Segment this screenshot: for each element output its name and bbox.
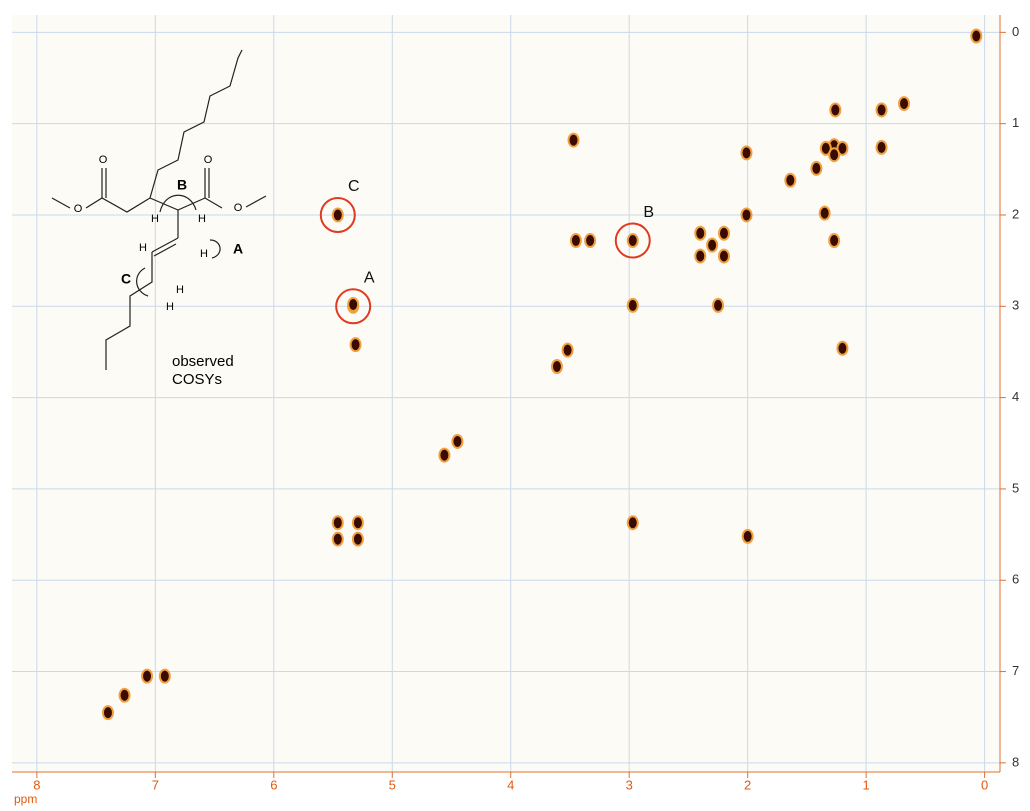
atom-label: O: [99, 154, 108, 166]
cross-peak: [347, 296, 360, 312]
structure: [51, 49, 267, 370]
cross-peak: [819, 140, 832, 156]
x-tick-label: 3: [626, 777, 633, 792]
cross-peak: [569, 233, 582, 249]
x-tick-label: 6: [270, 777, 277, 792]
grid: [12, 15, 1000, 772]
cross-peak: [141, 668, 154, 684]
annotation-circle: [335, 288, 372, 325]
coupling-label: B: [177, 177, 187, 193]
annotation-circle: [614, 222, 651, 259]
cross-peak: [118, 687, 131, 703]
cross-peak: [741, 528, 754, 544]
cross-peak: [158, 668, 171, 684]
annotation-label: C: [348, 178, 360, 195]
x-axis-label: ppm: [14, 792, 37, 806]
cross-peak: [331, 207, 344, 223]
cross-peak: [706, 237, 719, 253]
marks: [101, 28, 983, 721]
cross-peak: [584, 233, 597, 249]
atom-label: O: [234, 202, 243, 214]
plot-background: [12, 15, 1000, 772]
y-tick-label: 3: [1012, 298, 1019, 313]
cross-peak: [784, 172, 797, 188]
y-tick-label: 0: [1012, 24, 1019, 39]
atom-label: H: [166, 301, 174, 313]
cross-peak: [331, 531, 344, 547]
atom-label: H: [198, 213, 206, 225]
atom-label: H: [139, 242, 147, 254]
x-tick-label: 0: [981, 777, 988, 792]
cross-peak: [626, 297, 639, 313]
y-tick-label: 1: [1012, 115, 1019, 130]
x-tick-label: 8: [33, 777, 40, 792]
cross-peak: [818, 205, 831, 221]
cross-peak: [828, 147, 841, 163]
cross-peak: [331, 515, 344, 531]
cross-peak: [836, 340, 849, 356]
cross-peak: [898, 96, 911, 112]
atom-label: H: [200, 248, 208, 260]
cross-peak: [810, 160, 823, 176]
coupling-label: A: [233, 241, 243, 257]
y-tick-label: 6: [1012, 572, 1019, 587]
cross-peak: [351, 531, 364, 547]
cross-peak: [349, 337, 362, 353]
structure-labels: O O O O H H H H H H B A C observed COSYs: [74, 154, 243, 388]
atom-label: H: [176, 284, 184, 296]
y-tick-label: 5: [1012, 480, 1019, 495]
coupling-label: C: [121, 271, 131, 287]
caption: COSYs: [172, 371, 222, 388]
annotation-label: A: [364, 270, 375, 287]
cross-peak: [561, 342, 574, 358]
x-tick-label: 4: [507, 777, 514, 792]
cross-peak: [970, 28, 983, 44]
cross-peak: [567, 132, 580, 148]
cross-peak: [451, 433, 464, 449]
y-tick-label: 7: [1012, 663, 1019, 678]
cross-peak: [836, 140, 849, 156]
x-tick-label: 1: [863, 777, 870, 792]
annotation-circle: [319, 196, 356, 233]
cross-peak: [101, 705, 114, 721]
cross-peak: [438, 447, 451, 463]
x-tick-label: 5: [389, 777, 396, 792]
annotation-label: B: [643, 204, 654, 221]
cross-peak: [717, 248, 730, 264]
cross-peak: [351, 515, 364, 531]
x-tick-label: 7: [152, 777, 159, 792]
y-tick-label: 8: [1012, 754, 1019, 769]
cross-peak: [626, 233, 639, 249]
cross-peak: [875, 139, 888, 155]
cross-peak: [712, 297, 725, 313]
cross-peak: [740, 145, 753, 161]
cross-peak: [717, 225, 730, 241]
y-tick-label: 2: [1012, 206, 1019, 221]
cross-peak: [626, 515, 639, 531]
cross-peak: [550, 359, 563, 375]
cross-peak: [875, 102, 888, 118]
atom-label: O: [74, 203, 83, 215]
caption: observed: [172, 353, 234, 370]
cross-peak: [694, 248, 707, 264]
atom-label: O: [204, 154, 213, 166]
atom-label: H: [151, 213, 159, 225]
cross-peak: [740, 207, 753, 223]
cross-peak: [829, 102, 842, 118]
cross-peak: [694, 225, 707, 241]
x-tick-label: 2: [744, 777, 751, 792]
y-tick-label: 4: [1012, 389, 1019, 404]
cross-peak: [828, 233, 841, 249]
